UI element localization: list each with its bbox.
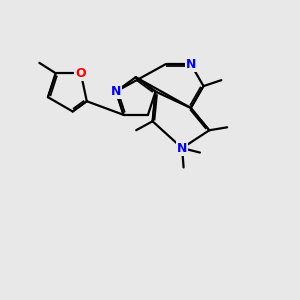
Text: N: N — [177, 142, 187, 154]
Text: N: N — [186, 58, 196, 71]
Text: O: O — [76, 67, 86, 80]
Text: N: N — [111, 85, 121, 98]
